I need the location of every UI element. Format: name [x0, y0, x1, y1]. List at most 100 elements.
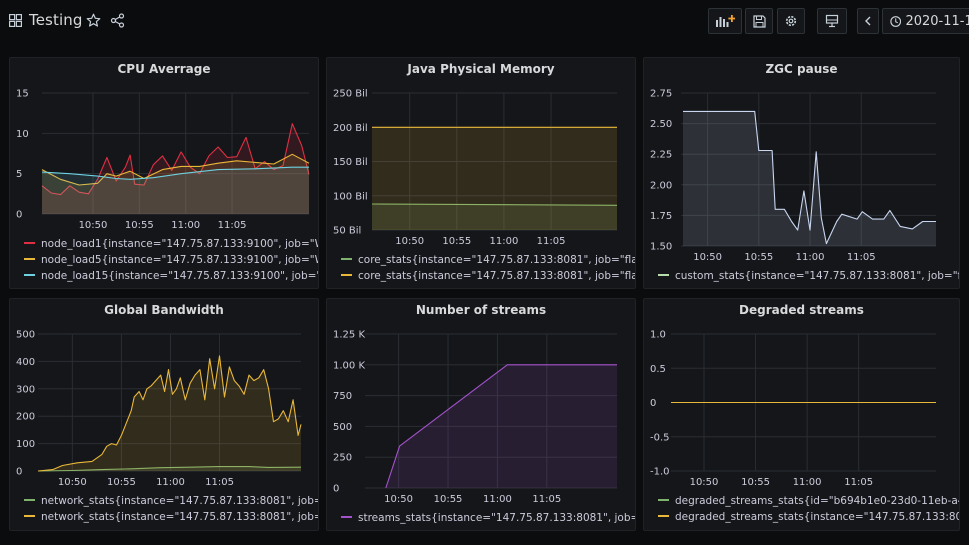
x-tick-label: 10:55: [744, 252, 773, 263]
x-tick-label: 10:55: [107, 477, 136, 488]
share-icon[interactable]: [110, 13, 125, 28]
y-tick-label: 400: [16, 357, 35, 368]
legend-item[interactable]: custom_stats{instance="147.75.87.133:808…: [658, 270, 959, 286]
chevron-left-icon: [865, 16, 871, 26]
tv-mode-button[interactable]: [817, 8, 847, 34]
y-tick-label: 2.25: [650, 150, 672, 161]
legend-item[interactable]: node_load15{instance="147.75.87.133:9100…: [24, 270, 318, 286]
panel-legend: streams_stats{instance="147.75.87.133:80…: [341, 512, 635, 528]
panel-zgc-pause[interactable]: ZGC pause 1.50 1.75 2.00 2.25 2.50 2.75 10:50 10…: [643, 57, 960, 289]
y-tick-label: -0.5: [650, 432, 670, 443]
add-panel-button[interactable]: [708, 8, 742, 34]
legend-item[interactable]: network_stats{instance="147.75.87.133:80…: [24, 511, 318, 527]
y-tick-label: 0: [333, 484, 339, 495]
x-tick-label: 10:55: [125, 220, 154, 231]
y-tick-label: 5: [16, 169, 22, 180]
panel-legend: degraded_streams_stats{id="b694b1e0-23d0…: [658, 495, 959, 527]
y-tick-label: 50 Bil: [333, 226, 361, 237]
panel-title[interactable]: Global Bandwidth: [104, 303, 224, 317]
x-tick-label: 11:00: [171, 220, 200, 231]
legend-item[interactable]: streams_stats{instance="147.75.87.133:80…: [341, 512, 635, 528]
y-tick-label: 10: [16, 129, 29, 140]
legend-swatch: [24, 499, 35, 501]
y-tick-label: 250: [333, 453, 352, 464]
legend-swatch: [24, 274, 35, 276]
legend-swatch: [341, 516, 352, 518]
panel-title[interactable]: ZGC pause: [765, 62, 838, 76]
y-tick-label: 150 Bil: [333, 157, 368, 168]
y-tick-label: 2.00: [650, 180, 672, 191]
series-line-0: [385, 364, 617, 489]
panel-legend: network_stats{instance="147.75.87.133:80…: [24, 495, 318, 527]
time-back-button[interactable]: [857, 8, 879, 34]
panel-title[interactable]: Number of streams: [415, 303, 547, 317]
y-tick-label: 300: [16, 384, 35, 395]
chart-area: 50 Bil 100 Bil 150 Bil 200 Bil 250 Bil 10:50 1…: [333, 89, 618, 247]
dashboard-grid-icon[interactable]: [9, 14, 22, 27]
series-area-1: [372, 127, 617, 230]
dashboard-title[interactable]: Testing: [29, 11, 83, 29]
time-picker-button[interactable]: 2020-11-11: [882, 8, 969, 34]
legend-item[interactable]: network_stats{instance="147.75.87.133:80…: [24, 495, 318, 511]
legend-label: degraded_streams_stats{instance="147.75.…: [675, 511, 959, 523]
y-tick-label: 0: [16, 210, 22, 221]
y-tick-label: 250 Bil: [333, 89, 368, 100]
legend-swatch: [658, 499, 669, 501]
legend-label: degraded_streams_stats{id="b694b1e0-23d0…: [675, 495, 959, 507]
series-area-0: [385, 364, 617, 488]
x-tick-label: 10:50: [690, 477, 719, 488]
monitor-icon: [825, 14, 839, 28]
chart-area: 1.50 1.75 2.00 2.25 2.50 2.75 10:50 10:55 11:00 1…: [650, 89, 936, 263]
x-tick-label: 11:00: [156, 477, 185, 488]
y-tick-label: 0: [16, 467, 22, 478]
y-tick-label: 2.75: [650, 89, 672, 100]
panel-title[interactable]: CPU Averrage: [117, 62, 211, 76]
series-line-1: [37, 355, 302, 472]
y-tick-label: 500: [333, 422, 352, 433]
panel-java-physical-memory[interactable]: Java Physical Memory 50 Bil 100 Bil 150 Bil…: [326, 57, 636, 289]
legend-label: network_stats{instance="147.75.87.133:80…: [41, 495, 318, 507]
x-tick-label: 10:50: [395, 236, 424, 247]
legend-item[interactable]: core_stats{instance="147.75.87.133:8081"…: [341, 270, 635, 286]
x-tick-label: 11:05: [844, 477, 873, 488]
panel-degraded-streams[interactable]: Degraded streams -1.0 -0.5 0 0.5 1.0 10:50 10:5…: [643, 298, 960, 531]
star-icon[interactable]: [86, 13, 101, 28]
panel-title[interactable]: Java Physical Memory: [407, 62, 555, 76]
legend-item[interactable]: degraded_streams_stats{instance="147.75.…: [658, 511, 959, 527]
panel-legend: custom_stats{instance="147.75.87.133:808…: [658, 270, 959, 286]
legend-item[interactable]: node_load5{instance="147.75.87.133:9100"…: [24, 254, 318, 270]
panel-number-of-streams[interactable]: Number of streams 0 250 500 750 1.00 K 1.25 K 1…: [326, 298, 636, 531]
clock-icon: [890, 15, 902, 27]
series-area-2: [42, 167, 309, 214]
y-tick-label: -1.0: [650, 467, 670, 478]
save-icon: [752, 14, 766, 28]
legend-label: streams_stats{instance="147.75.87.133:80…: [358, 512, 635, 524]
series-line-0: [41, 123, 310, 196]
series-area-0: [372, 204, 617, 230]
x-tick-label: 10:50: [58, 477, 87, 488]
x-tick-label: 11:05: [532, 494, 561, 505]
x-tick-label: 10:50: [693, 252, 722, 263]
panel-cpu-averrage[interactable]: CPU Averrage 0 5 10 15 10:50 10:55 11:00 11:05 no…: [9, 57, 319, 289]
legend-item[interactable]: core_stats{instance="147.75.87.133:8081"…: [341, 254, 635, 270]
x-tick-label: 11:00: [483, 494, 512, 505]
x-tick-label: 10:50: [384, 494, 413, 505]
dashboard-settings-button[interactable]: [777, 8, 805, 34]
x-tick-label: 11:05: [205, 477, 234, 488]
panel-title[interactable]: Degraded streams: [739, 303, 864, 317]
y-tick-label: 500: [16, 330, 35, 341]
legend-item[interactable]: node_load1{instance="147.75.87.133:9100"…: [24, 238, 318, 254]
x-tick-label: 11:05: [847, 252, 876, 263]
series-area-1: [38, 355, 301, 471]
x-tick-label: 11:00: [490, 236, 519, 247]
legend-item[interactable]: degraded_streams_stats{id="b694b1e0-23d0…: [658, 495, 959, 511]
series-line-0: [37, 466, 302, 472]
y-tick-label: 0.5: [650, 364, 666, 375]
legend-label: node_load15{instance="147.75.87.133:9100…: [41, 270, 318, 282]
x-tick-label: 10:50: [79, 220, 108, 231]
series-line-1: [41, 153, 310, 186]
save-dashboard-button[interactable]: [745, 8, 773, 34]
series-line-0: [683, 110, 936, 245]
legend-swatch: [24, 242, 35, 244]
panel-global-bandwidth[interactable]: Global Bandwidth 0 100 200 300 400 500 10:50 10:…: [9, 298, 319, 531]
